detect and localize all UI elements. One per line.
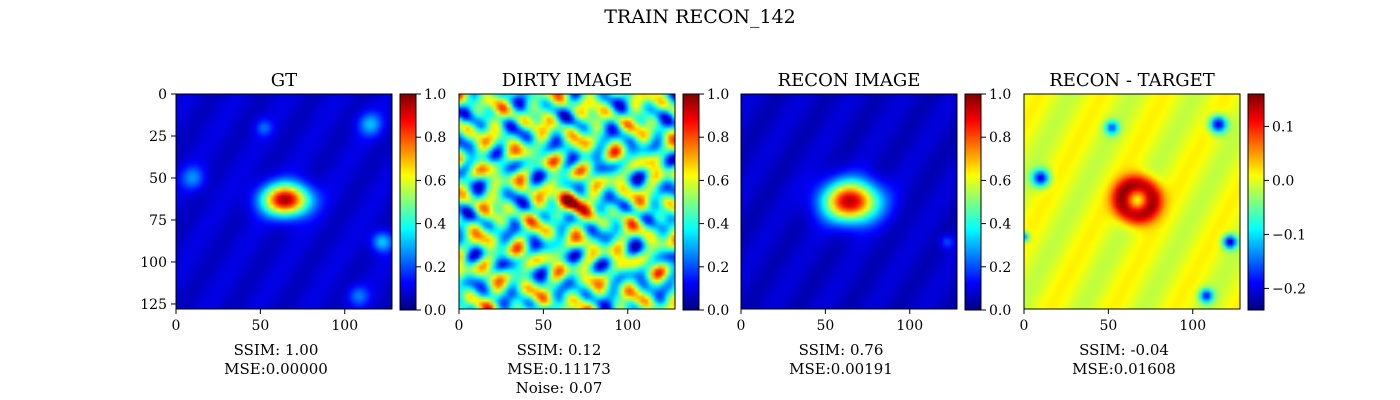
colorbar-tick-label: 1.0: [707, 87, 729, 103]
x-tick-label: 50: [1099, 318, 1117, 334]
colorbar-frame: [399, 93, 417, 311]
colorbar-tick-label: 0.4: [989, 217, 1011, 233]
caption-line: SSIM: -0.04: [1079, 341, 1169, 359]
heatmap-image: [176, 94, 392, 309]
panel-3: RECON IMAGE 0 50 100 0.0 0.2 0.4 0.6 0.8 1.0 SSIM:…: [737, 70, 1012, 378]
panel-1: GT 0 50 100 0 25 50 75 100 125 0.0 0.2 0.4 0.6 0.8 1.0 S…: [140, 70, 446, 378]
axes-frame: [458, 93, 676, 310]
caption-line: Noise: 0.07: [516, 379, 603, 397]
y-tick-label: 125: [140, 297, 167, 313]
panel-title: RECON IMAGE: [778, 70, 921, 91]
colorbar: [965, 94, 981, 310]
heatmap-image: [459, 94, 675, 309]
y-tick-label: 75: [149, 213, 167, 229]
caption-line: SSIM: 0.12: [517, 341, 602, 359]
y-tick-label: 50: [149, 171, 167, 187]
panel-4: RECON - TARGET 0 50 100 0.1 0.0 −0.1 −0.2 SSIM: …: [1020, 70, 1306, 378]
panels: GT 0 50 100 0 25 50 75 100 125 0.0 0.2 0.4 0.6 0.8 1.0 S…: [140, 70, 1306, 397]
colorbar-tick-label: 0.6: [989, 173, 1011, 189]
caption-line: SSIM: 0.76: [799, 341, 884, 359]
x-tick-label: 100: [896, 318, 923, 334]
panel-2: DIRTY IMAGE 0 50 100 0.0 0.2 0.4 0.6 0.8 1.0 SSIM:…: [455, 70, 730, 397]
x-tick-label: 100: [614, 318, 641, 334]
x-tick-label: 50: [251, 318, 269, 334]
panel-title: RECON - TARGET: [1049, 70, 1215, 91]
colorbar-tick-label: 0.1: [1272, 119, 1294, 135]
panel-title: GT: [271, 70, 297, 91]
panel-title: DIRTY IMAGE: [502, 70, 632, 91]
colorbar-tick-label: 0.4: [707, 217, 729, 233]
colorbar-tick-label: 1.0: [424, 87, 446, 103]
axes-frame: [740, 93, 958, 310]
x-tick-label: 0: [172, 318, 181, 334]
y-tick-label: 0: [158, 87, 167, 103]
colorbar-tick-label: 0.0: [1272, 173, 1294, 189]
caption-line: SSIM: 1.00: [234, 341, 319, 359]
caption-line: MSE:0.01608: [1072, 360, 1176, 378]
x-tick-label: 0: [737, 318, 746, 334]
colorbar-tick-label: 0.2: [989, 260, 1011, 276]
colorbar-tick-label: 0.2: [424, 260, 446, 276]
colorbar-tick-label: 0.0: [424, 303, 446, 319]
colorbar-frame: [1247, 93, 1265, 311]
x-tick-label: 0: [455, 318, 464, 334]
y-tick-label: 100: [140, 255, 167, 271]
colorbar-tick-label: 0.6: [424, 173, 446, 189]
x-tick-label: 50: [816, 318, 834, 334]
x-tick-label: 100: [331, 318, 358, 334]
heatmap-image: [1024, 94, 1240, 309]
colorbar-frame: [964, 93, 982, 311]
colorbar-tick-label: −0.1: [1272, 227, 1306, 243]
figure-title: TRAIN RECON_142: [604, 6, 796, 28]
heatmap-image: [741, 94, 957, 309]
colorbar: [400, 94, 416, 310]
axes-frame: [1023, 93, 1241, 310]
y-tick-label: 25: [149, 129, 167, 145]
x-tick-label: 50: [534, 318, 552, 334]
x-tick-label: 0: [1020, 318, 1029, 334]
caption-line: MSE:0.00191: [789, 360, 893, 378]
colorbar-tick-label: 0.4: [424, 217, 446, 233]
colorbar-tick-label: 0.8: [707, 130, 729, 146]
caption-line: MSE:0.11173: [507, 360, 611, 378]
colorbar-tick-label: 1.0: [989, 87, 1011, 103]
colorbar-tick-label: 0.0: [707, 303, 729, 319]
colorbar-tick-label: −0.2: [1272, 281, 1306, 297]
colorbar: [683, 94, 699, 310]
colorbar: [1248, 94, 1264, 310]
axes-frame: [175, 93, 393, 310]
colorbar-frame: [682, 93, 700, 311]
colorbar-tick-label: 0.8: [424, 130, 446, 146]
colorbar-tick-label: 0.0: [989, 303, 1011, 319]
colorbar-tick-label: 0.8: [989, 130, 1011, 146]
x-tick-label: 100: [1179, 318, 1206, 334]
colorbar-tick-label: 0.2: [707, 260, 729, 276]
colorbar-tick-label: 0.6: [707, 173, 729, 189]
caption-line: MSE:0.00000: [224, 360, 328, 378]
